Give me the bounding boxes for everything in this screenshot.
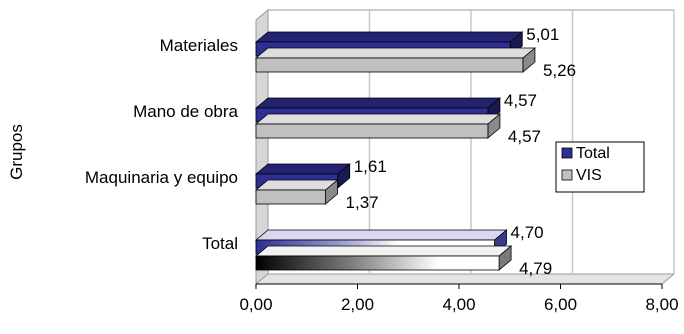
- bar-vis-total-front: [255, 255, 500, 271]
- bar-vis-mano-de-obra: [254, 113, 502, 139]
- bar-vis-mano-de-obra-front: [255, 123, 489, 139]
- data-label-vis-total: 4,79: [519, 259, 552, 278]
- bar-vis-materiales-top: [254, 47, 537, 59]
- x-tick-label: 2,00: [341, 295, 374, 314]
- legend: Total VIS: [555, 141, 645, 193]
- legend-box: [555, 141, 645, 193]
- bars: [254, 31, 537, 271]
- legend-label-vis: VIS: [576, 167, 602, 184]
- bar-vis-maquinaria-y-equipo: [254, 179, 339, 205]
- bar-vis-materiales: [254, 47, 537, 73]
- x-tick-label: 8,00: [645, 295, 678, 314]
- bar-vis-total: [254, 245, 513, 271]
- labels: 0,00 2,00 4,00 6,00 8,00 Grupos Materiales 5,01…: [7, 25, 679, 314]
- data-label-total-total: 4,70: [511, 223, 544, 242]
- data-label-vis-maquinaria-y-equipo: 1,37: [346, 193, 379, 212]
- category-label-mano-de-obra: Mano de obra: [133, 102, 238, 121]
- x-tick-label: 4,00: [442, 295, 475, 314]
- legend-swatch-total: [561, 147, 573, 159]
- plot-floor: [254, 273, 676, 285]
- legend-label-total: Total: [576, 145, 610, 162]
- data-label-total-materiales: 5,01: [526, 25, 559, 44]
- data-label-vis-mano-de-obra: 4,57: [508, 127, 541, 146]
- category-label-maquinaria-y-equipo: Maquinaria y equipo: [85, 168, 238, 187]
- bar-total-maquinaria-y-equipo-top: [254, 163, 351, 175]
- legend-swatch-vis: [561, 169, 573, 181]
- data-label-total-maquinaria-y-equipo: 1,61: [354, 157, 387, 176]
- bar-vis-materiales-front: [255, 57, 524, 73]
- x-tick-label: 0,00: [239, 295, 272, 314]
- category-label-materiales: Materiales: [160, 36, 238, 55]
- bar-vis-total-top: [254, 245, 513, 257]
- bar-total-materiales-top: [254, 31, 524, 43]
- bar-total-mano-de-obra-top: [254, 97, 502, 109]
- data-label-vis-materiales: 5,26: [543, 61, 576, 80]
- y-axis-title: Grupos: [7, 124, 26, 180]
- bar-total-total-top: [254, 229, 508, 241]
- category-label-total: Total: [202, 234, 238, 253]
- bar-vis-maquinaria-y-equipo-front: [255, 189, 326, 205]
- x-tick-label: 6,00: [544, 295, 577, 314]
- bar-vis-mano-de-obra-top: [254, 113, 502, 125]
- data-label-total-mano-de-obra: 4,57: [504, 91, 537, 110]
- bar-vis-maquinaria-y-equipo-top: [254, 179, 339, 191]
